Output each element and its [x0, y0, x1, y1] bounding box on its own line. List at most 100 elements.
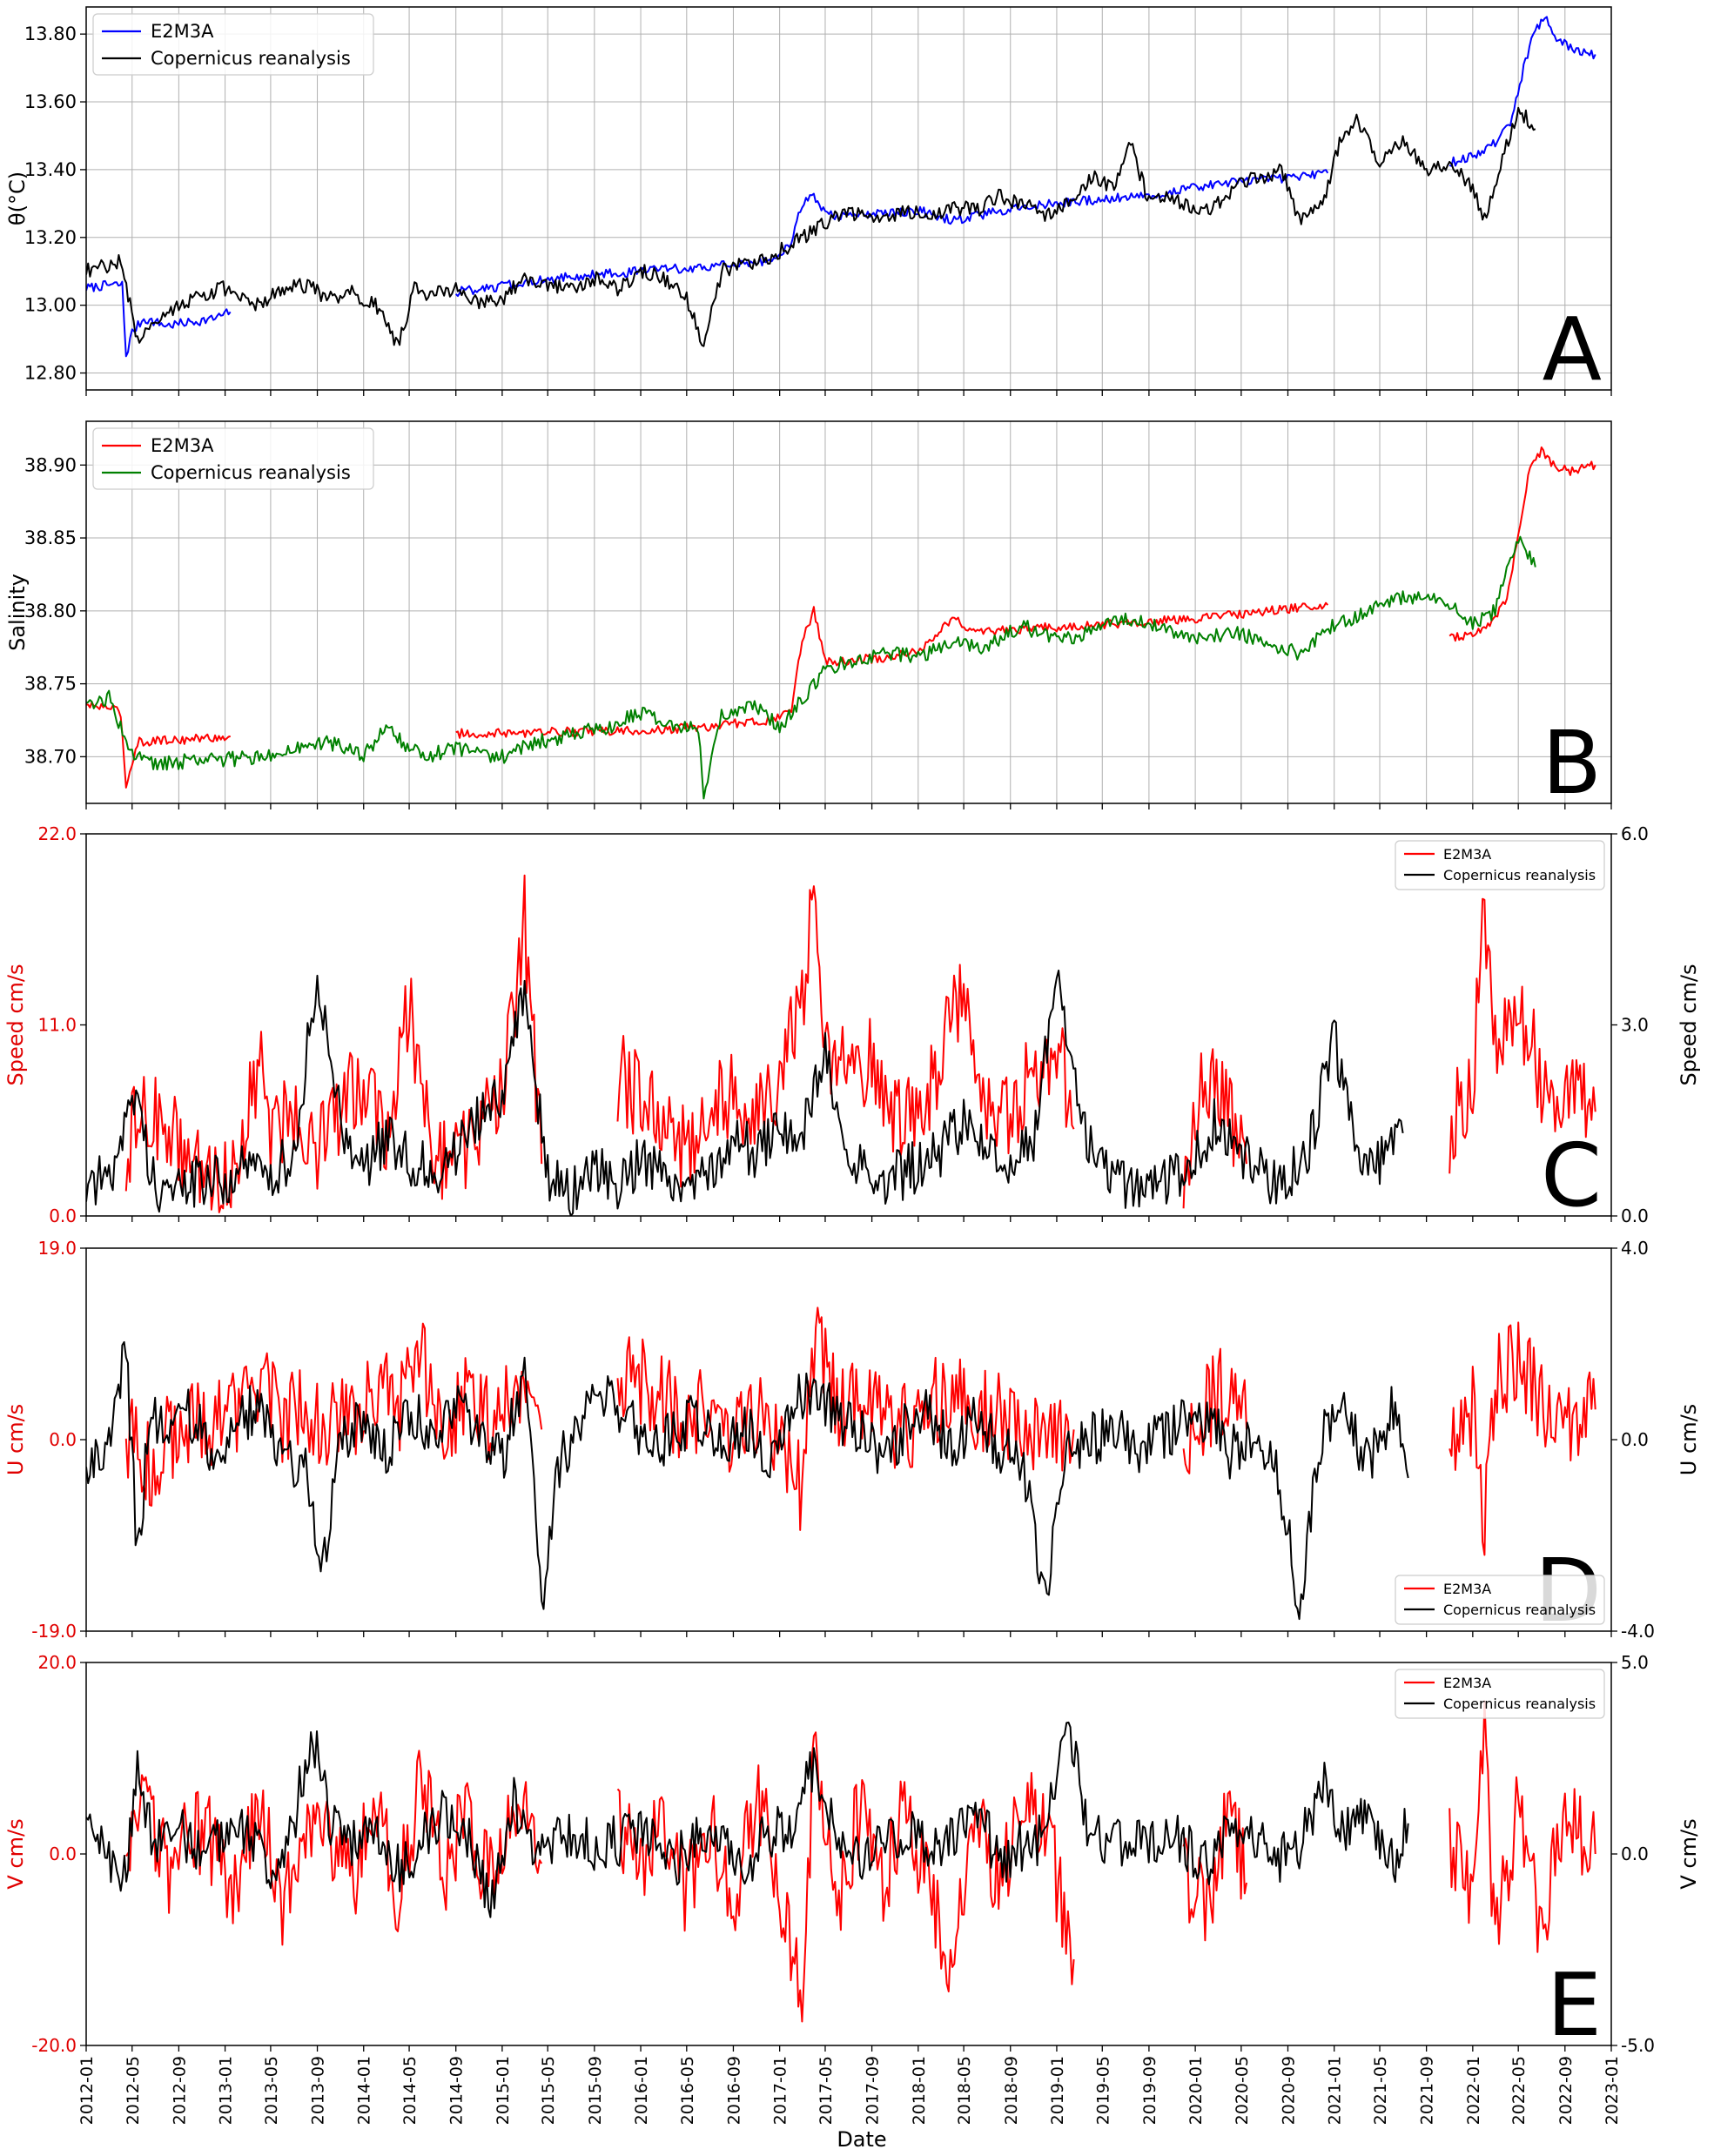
x-axis-label: Date — [837, 2127, 886, 2152]
y-tick-label: 38.85 — [24, 527, 77, 548]
legend-frame — [1395, 840, 1605, 890]
series-line-copernicus-reanalysis — [86, 970, 1404, 1216]
x-tick-label: 2016-09 — [724, 2056, 743, 2125]
x-tick-label: 2013-05 — [262, 2056, 281, 2125]
series-group — [86, 1306, 1596, 1621]
panel-C: 0.0 11.0 22.0 0.0 3.0 6.0 Speed cm/s Speed cm/s… — [3, 823, 1701, 1226]
plot-frame — [85, 6, 1612, 391]
y-tick-label-left: 22.0 — [37, 823, 77, 844]
legend: E2M3A Copernicus reanalysis — [1395, 840, 1605, 890]
y-tick-label-right: 5.0 — [1621, 1652, 1649, 1673]
x-tick-label: 2015-01 — [494, 2056, 513, 2125]
y-axis-label-right: Speed cm/s — [1677, 964, 1701, 1085]
panel-letter: C — [1541, 1125, 1602, 1226]
x-tick-label: 2017-05 — [817, 2056, 836, 2125]
x-tick-label: 2021-09 — [1418, 2056, 1437, 2125]
y-axis-label-left: V cm/s — [3, 1818, 28, 1889]
y-tick-label-left: 0.0 — [49, 1429, 77, 1450]
y-tick-label-left: -20.0 — [31, 2035, 77, 2056]
series-line-e2m3a — [454, 169, 1329, 298]
panel-A: 12.80 13.00 13.20 13.40 13.60 13.80 θ(°C) A E2M3… — [5, 6, 1612, 400]
x-tick-label: 2014-05 — [400, 2056, 420, 2125]
series-line-e2m3a — [1448, 16, 1596, 167]
panel-D: -19.00.019.0-4.00.04.0U cm/sU cm/sDE2M3A… — [3, 1238, 1701, 1642]
y-tick-label: 38.80 — [24, 601, 77, 621]
y-tick-label: 13.20 — [24, 227, 77, 248]
plot-frame — [85, 420, 1612, 804]
series-line-e2m3a — [124, 874, 543, 1213]
y-tick-label-right: 3.0 — [1621, 1015, 1649, 1036]
y-tick-label: 13.00 — [24, 295, 77, 316]
y-tick-label-right: 0.0 — [1621, 1206, 1649, 1226]
legend-frame — [92, 13, 374, 76]
y-axis-label-right: V cm/s — [1677, 1818, 1701, 1889]
series-line-e2m3a — [616, 885, 1075, 1188]
legend-label: E2M3A — [151, 435, 214, 456]
panel-letter: B — [1542, 712, 1602, 814]
x-tick-label: 2020-05 — [1233, 2056, 1252, 2125]
panel-letter: E — [1547, 1954, 1602, 2056]
series-line-e2m3a — [1448, 897, 1596, 1174]
panel-letter: A — [1543, 299, 1602, 400]
legend-label: E2M3A — [1443, 1675, 1491, 1691]
series-line-e2m3a — [616, 1731, 1075, 2023]
x-tick-label: 2015-09 — [586, 2056, 605, 2125]
x-tick-label: 2019-01 — [1048, 2056, 1067, 2125]
series-line-copernicus-reanalysis — [86, 1721, 1409, 1918]
panel-E: -20.0 0.0 20.0 -5.0 0.0 5.0 V cm/s V cm/s E E2M3A… — [3, 1652, 1701, 2152]
legend-label: E2M3A — [151, 21, 214, 42]
x-tick-label: 2023-01 — [1603, 2056, 1622, 2125]
x-tick-label: 2012-01 — [77, 2056, 97, 2125]
y-tick-label-left: -19.0 — [31, 1621, 77, 1642]
y-tick-label-right: -5.0 — [1621, 2035, 1655, 2056]
legend: E2M3A Copernicus reanalysis — [1395, 1669, 1605, 1719]
x-tick-label: 2021-05 — [1371, 2056, 1390, 2125]
x-tick-label: 2022-09 — [1556, 2056, 1576, 2125]
y-tick-label: 12.80 — [24, 363, 77, 384]
series-group — [86, 446, 1596, 800]
y-tick-label: 13.60 — [24, 91, 77, 112]
legend-label: Copernicus reanalysis — [151, 48, 351, 69]
x-tick-label: 2015-05 — [539, 2056, 558, 2125]
legend-label: Copernicus reanalysis — [1443, 1696, 1596, 1712]
legend-label: Copernicus reanalysis — [151, 462, 351, 483]
y-axis-label: Salinity — [5, 574, 30, 651]
series-line-e2m3a — [86, 701, 231, 789]
panel-B: 38.70 38.75 38.80 38.85 38.90 Salinity B E2M3A C… — [5, 420, 1612, 814]
y-axis-label-left: U cm/s — [3, 1404, 28, 1475]
legend-label: Copernicus reanalysis — [1443, 1602, 1596, 1618]
x-tick-label: 2012-05 — [124, 2056, 143, 2125]
y-axis-label-left: Speed cm/s — [3, 964, 28, 1085]
x-tick-label: 2012-09 — [170, 2056, 189, 2125]
x-tick-label: 2022-05 — [1509, 2056, 1529, 2125]
series-line-e2m3a — [1448, 446, 1596, 642]
x-tick-label: 2019-09 — [1140, 2056, 1159, 2125]
legend-frame — [1395, 1575, 1605, 1625]
y-axis-label-right: U cm/s — [1677, 1404, 1701, 1475]
legend-frame — [92, 427, 374, 490]
series-line-e2m3a — [124, 1322, 543, 1507]
x-tick-label: 2018-01 — [910, 2056, 929, 2125]
legend: E2M3A Copernicus reanalysis — [92, 427, 374, 490]
series-line-e2m3a — [455, 601, 1329, 739]
x-tick-label: 2017-01 — [771, 2056, 790, 2125]
x-tick-label: 2014-01 — [355, 2056, 374, 2125]
legend-label: E2M3A — [1443, 846, 1491, 863]
y-axis-label: θ(°C) — [5, 171, 30, 225]
x-tick-label: 2018-05 — [955, 2056, 974, 2125]
series-line-e2m3a — [616, 1306, 1075, 1531]
y-tick-label: 38.90 — [24, 454, 77, 475]
x-tick-label: 2022-01 — [1464, 2056, 1483, 2125]
series-line-copernicus-reanalysis — [86, 1340, 1409, 1621]
x-tick-label: 2013-01 — [217, 2056, 236, 2125]
x-tick-label: 2016-01 — [632, 2056, 651, 2125]
series-line-e2m3a — [1448, 1321, 1596, 1556]
series-group — [86, 16, 1596, 358]
y-tick-label: 38.70 — [24, 746, 77, 767]
legend: E2M3A Copernicus reanalysis — [92, 13, 374, 76]
legend-label: E2M3A — [1443, 1581, 1491, 1597]
y-tick-label-right: -4.0 — [1621, 1621, 1655, 1642]
series-line-e2m3a — [124, 1750, 543, 1946]
x-tick-label: 2020-09 — [1279, 2056, 1298, 2125]
